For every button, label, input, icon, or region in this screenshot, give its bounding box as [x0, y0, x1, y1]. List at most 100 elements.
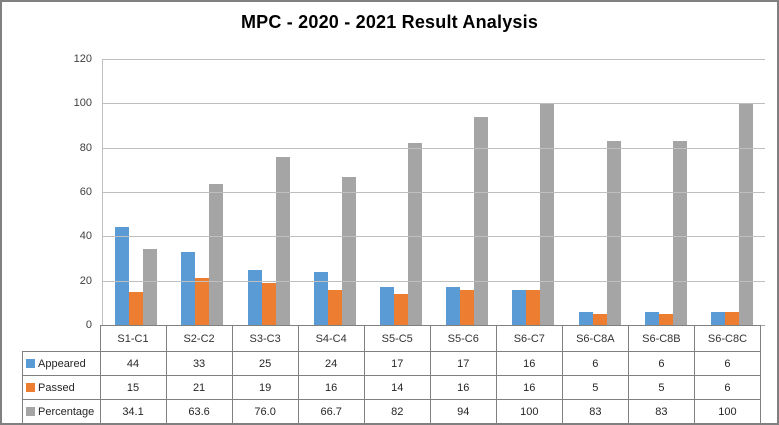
category-label-s2-c2: S2-C2 — [165, 325, 233, 352]
y-axis-tick-label: 20 — [79, 275, 92, 287]
bar-passed-s3-c3 — [261, 283, 276, 325]
category-label-s6-c7: S6-C7 — [495, 325, 563, 352]
gridline-80 — [103, 148, 765, 149]
legend-swatch-appeared — [26, 358, 35, 368]
bar-appeared-s5-c6 — [446, 287, 461, 325]
bar-percentage-s3-c3 — [275, 157, 290, 325]
value-cell-appeared-s4-c4: 24 — [297, 351, 365, 376]
bar-percentage-s5-c6 — [474, 117, 489, 325]
y-axis-tick-label: 60 — [79, 186, 92, 198]
bar-group-s6-c8b — [633, 59, 699, 325]
value-cell-passed-s6-c8b: 5 — [627, 375, 695, 400]
category-label-s4-c4: S4-C4 — [297, 325, 365, 352]
table-corner-cell — [23, 326, 101, 352]
bar-passed-s5-c6 — [460, 290, 475, 325]
value-cell-passed-s3-c3: 19 — [231, 375, 299, 400]
value-cell-appeared-s6-c8c: 6 — [693, 351, 762, 376]
value-cell-percentage-s2-c2: 63.6 — [165, 399, 233, 423]
bar-percentage-s6-c8a — [606, 141, 621, 325]
value-cell-appeared-s5-c6: 17 — [429, 351, 497, 376]
value-cell-appeared-s6-c8a: 6 — [561, 351, 629, 376]
bar-percentage-s1-c1 — [143, 249, 158, 325]
bar-percentage-s6-c8c — [738, 103, 753, 325]
y-axis-tick-label: 120 — [73, 53, 92, 65]
legend-swatch-percentage — [26, 406, 35, 416]
category-label-s6-c8a: S6-C8A — [561, 325, 629, 352]
legend-swatch-passed — [26, 382, 35, 392]
bar-appeared-s5-c5 — [379, 287, 394, 325]
gridline-40 — [103, 236, 765, 237]
chart-title: MPC - 2020 - 2021 Result Analysis — [240, 12, 539, 32]
bar-passed-s4-c4 — [327, 290, 342, 325]
value-cell-percentage-s6-c8a: 83 — [561, 399, 629, 423]
category-label-s1-c1: S1-C1 — [99, 325, 167, 352]
category-label-s5-c5: S5-C5 — [363, 325, 431, 352]
value-cell-appeared-s3-c3: 25 — [231, 351, 299, 376]
bar-appeared-s6-c8b — [644, 312, 659, 325]
value-cell-percentage-s4-c4: 66.7 — [297, 399, 365, 423]
value-cell-appeared-s6-c7: 16 — [495, 351, 563, 376]
value-cell-passed-s2-c2: 21 — [165, 375, 233, 400]
bar-passed-s5-c5 — [393, 294, 408, 325]
bar-group-s6-c8a — [566, 59, 632, 325]
table-row-appeared: Appeared 44 33 25 24 17 17 16 6 6 6 — [22, 351, 762, 376]
gridline-60 — [103, 192, 765, 193]
value-cell-passed-s1-c1: 15 — [99, 375, 167, 400]
y-axis-tick-label: 100 — [73, 97, 92, 109]
bar-group-s6-c7 — [500, 59, 566, 325]
y-axis-tick-label: 80 — [79, 142, 92, 154]
gridline-120 — [103, 59, 765, 60]
bar-percentage-s5-c5 — [407, 143, 422, 325]
bar-passed-s6-c7 — [526, 290, 541, 325]
value-cell-percentage-s1-c1: 34.1 — [99, 399, 167, 423]
y-axis-tick-label: 40 — [79, 230, 92, 242]
value-cell-appeared-s5-c5: 17 — [363, 351, 431, 376]
bar-percentage-s6-c8b — [672, 141, 687, 325]
value-cell-passed-s5-c6: 16 — [429, 375, 497, 400]
table-header-row: S1-C1 S2-C2 S3-C3 S4-C4 S5-C5 S5-C6 S6-C7 S6-C8… — [23, 325, 762, 352]
value-cell-percentage-s5-c5: 82 — [363, 399, 431, 423]
category-label-s3-c3: S3-C3 — [231, 325, 299, 352]
bar-appeared-s3-c3 — [247, 270, 262, 325]
bar-group-s5-c6 — [434, 59, 500, 325]
y-axis-tick-label: 0 — [85, 319, 92, 331]
category-label-s6-c8c: S6-C8C — [693, 325, 762, 352]
bar-appeared-s6-c7 — [512, 290, 527, 325]
value-cell-appeared-s1-c1: 44 — [99, 351, 167, 376]
value-cell-percentage-s6-c7: 100 — [495, 399, 563, 423]
category-label-s5-c6: S5-C6 — [429, 325, 497, 352]
value-cell-passed-s6-c8a: 5 — [561, 375, 629, 400]
value-cell-percentage-s5-c6: 94 — [429, 399, 497, 423]
value-cell-passed-s5-c5: 14 — [363, 375, 431, 400]
bar-group-s3-c3 — [235, 59, 301, 325]
gridline-100 — [103, 103, 765, 104]
bar-passed-s6-c8b — [658, 314, 673, 325]
series-label-appeared: Appeared — [22, 351, 101, 376]
series-label-passed: Passed — [22, 375, 101, 400]
bar-passed-s1-c1 — [129, 292, 144, 325]
bar-group-s2-c2 — [169, 59, 235, 325]
plot-area — [102, 59, 765, 326]
value-cell-percentage-s6-c8b: 83 — [627, 399, 695, 423]
value-cell-passed-s4-c4: 16 — [297, 375, 365, 400]
table-row-passed: Passed 15 21 19 16 14 16 16 5 5 6 — [22, 375, 762, 400]
bar-group-s1-c1 — [103, 59, 169, 325]
value-cell-passed-s6-c8c: 6 — [693, 375, 762, 400]
bar-groups — [103, 59, 765, 325]
bar-percentage-s6-c7 — [540, 103, 555, 325]
bar-percentage-s2-c2 — [209, 184, 224, 325]
bar-passed-s2-c2 — [195, 278, 210, 325]
bar-group-s4-c4 — [302, 59, 368, 325]
bar-appeared-s6-c8a — [578, 312, 593, 325]
category-label-s6-c8b: S6-C8B — [627, 325, 695, 352]
bar-appeared-s4-c4 — [313, 272, 328, 325]
table-row-percentage: Percentage 34.1 63.6 76.0 66.7 82 94 100 83 83 100 — [22, 399, 762, 423]
bar-group-s6-c8c — [699, 59, 765, 325]
value-cell-appeared-s2-c2: 33 — [165, 351, 233, 376]
data-table: S1-C1 S2-C2 S3-C3 S4-C4 S5-C5 S5-C6 S6-C7 S6-C8… — [22, 325, 762, 423]
bar-percentage-s4-c4 — [341, 177, 356, 325]
bar-appeared-s6-c8c — [710, 312, 725, 325]
bar-passed-s6-c8a — [592, 314, 607, 325]
series-label-percentage: Percentage — [22, 399, 101, 423]
